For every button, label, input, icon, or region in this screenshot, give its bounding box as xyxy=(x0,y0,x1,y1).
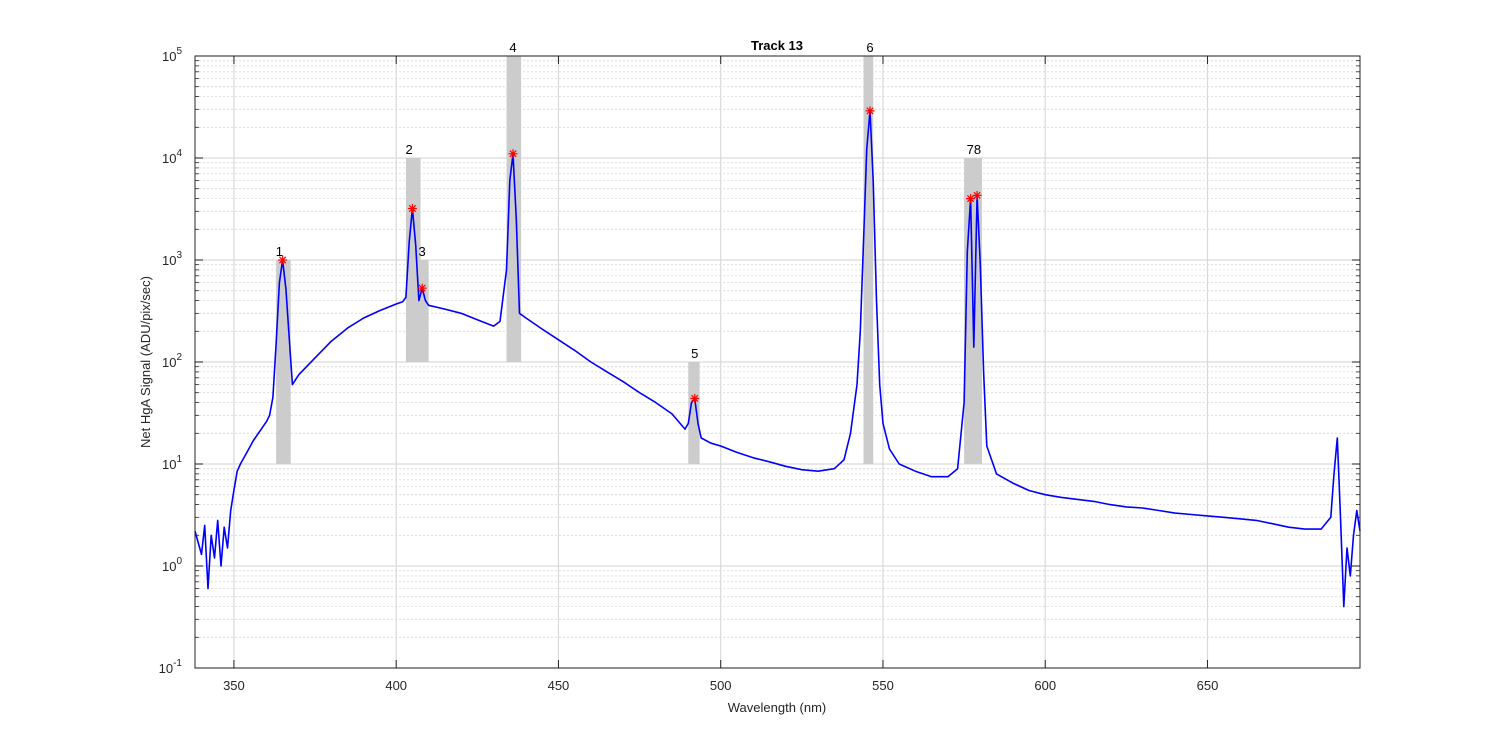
y-tick-label: 104 xyxy=(162,148,182,166)
y-tick-exponent: 3 xyxy=(176,250,182,261)
y-tick-exponent: 0 xyxy=(176,556,182,567)
peak-number-label: 6 xyxy=(866,40,873,55)
peak-highlight-band xyxy=(506,56,522,362)
peak-marker-stroke xyxy=(408,204,417,213)
peak-marker-stroke xyxy=(966,194,975,203)
peak-marker-stroke xyxy=(691,394,699,402)
series-layer xyxy=(194,110,1361,608)
peak-marker-stroke xyxy=(279,256,287,264)
x-axis-label: Wavelength (nm) xyxy=(728,700,827,715)
peak-marker xyxy=(865,106,875,116)
grid-lines xyxy=(195,55,1360,669)
y-tick-exponent: 5 xyxy=(176,46,182,57)
y-tick-label: 103 xyxy=(162,250,182,268)
peak-highlight-band xyxy=(417,260,429,362)
peak-marker xyxy=(407,203,417,213)
y-tick-exponent: 4 xyxy=(176,148,182,159)
peak-highlight-band xyxy=(688,362,700,464)
y-tick-label: 101 xyxy=(162,454,182,472)
peak-number-label: 4 xyxy=(509,40,516,55)
y-tick-exponent: 1 xyxy=(176,454,182,465)
x-tick-label: 550 xyxy=(872,678,894,693)
peak-markers xyxy=(278,106,982,403)
peak-number-label: 3 xyxy=(419,244,426,259)
y-tick-label: 100 xyxy=(162,556,182,574)
x-tick-label: 400 xyxy=(385,678,407,693)
y-tick-exponent: -1 xyxy=(173,658,182,669)
x-tick-label: 600 xyxy=(1034,678,1056,693)
peak-number-label: 78 xyxy=(967,142,981,157)
y-tick-label: 10-1 xyxy=(159,658,183,676)
peak-number-label: 5 xyxy=(691,346,698,361)
peak-marker xyxy=(966,194,976,204)
peak-marker-stroke xyxy=(866,107,874,115)
x-tick-label: 650 xyxy=(1197,678,1219,693)
peak-marker xyxy=(972,190,982,200)
peak-marker-stroke xyxy=(973,191,981,199)
x-tick-label: 500 xyxy=(710,678,732,693)
peak-highlight-band xyxy=(863,56,874,464)
peak-marker xyxy=(417,283,427,293)
peak-marker xyxy=(690,393,700,403)
peak-marker xyxy=(508,149,518,159)
peak-marker xyxy=(278,255,288,265)
chart-title: Track 13 xyxy=(751,38,803,53)
peak-number-label: 2 xyxy=(406,142,413,157)
peak-marker-stroke xyxy=(509,150,517,158)
peak-number-label: 1 xyxy=(276,244,283,259)
peak-labels: 1 2 3 4 5 6 78 xyxy=(276,40,981,361)
x-tick-label: 350 xyxy=(223,678,245,693)
peak-marker-stroke xyxy=(418,284,426,292)
x-tick-label: 450 xyxy=(548,678,570,693)
spectrum-line xyxy=(194,110,1361,608)
y-tick-label: 105 xyxy=(162,46,182,64)
y-axis-label: Net HgA Signal (ADU/pix/sec) xyxy=(138,276,153,448)
y-tick-exponent: 2 xyxy=(176,352,182,363)
y-tick-label: 102 xyxy=(162,352,182,370)
